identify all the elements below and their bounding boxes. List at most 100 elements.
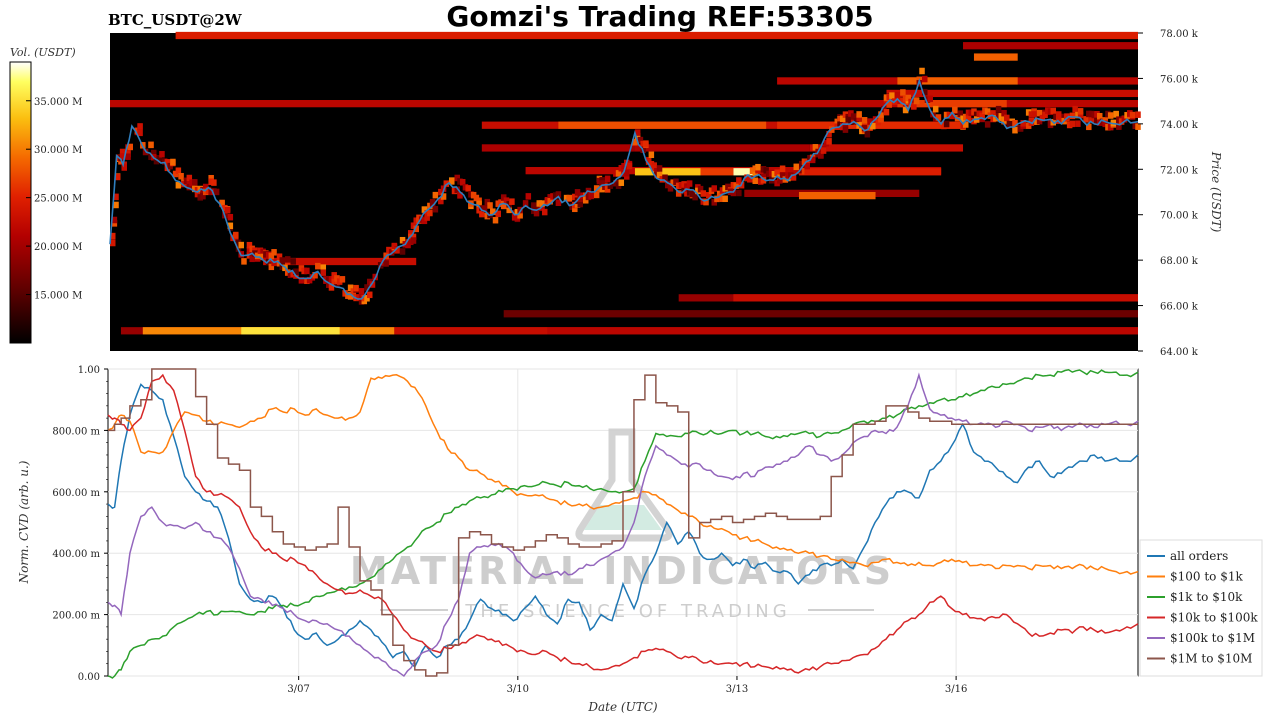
liquidity-band <box>634 168 701 176</box>
hot-cell <box>577 200 584 208</box>
hot-cell <box>618 179 625 186</box>
hot-cell <box>211 179 217 186</box>
legend-box <box>1139 539 1263 677</box>
hot-cell <box>440 193 447 200</box>
liquidity-band <box>897 100 1007 108</box>
hot-cell <box>421 206 428 213</box>
flask-icon <box>575 428 673 542</box>
hot-cell <box>175 182 182 189</box>
colorbar-tick-label: 25.000 M <box>34 194 82 205</box>
hot-cell <box>533 209 540 217</box>
colorbar-ticks: 35.000 M 30.000 M 25.000 M 20.000 M 15.000 M <box>26 97 82 302</box>
cvd-y-tick-label: 0.00 <box>78 672 100 683</box>
liquidity-band <box>897 77 1018 85</box>
legend-entry: $1k to $10k <box>1170 590 1243 604</box>
cvd-axis-label: Norm. CVD (arb. u.) <box>17 460 31 584</box>
hot-cell <box>438 197 444 205</box>
hot-cell <box>164 159 171 166</box>
chart-title: Gomzi's Trading REF:53305 <box>446 0 873 33</box>
hot-cell <box>864 130 871 138</box>
hot-cell <box>607 182 614 189</box>
hot-cell <box>1135 123 1141 130</box>
hot-cell <box>479 210 485 218</box>
liquidity-band <box>733 294 1138 302</box>
price-tick-label: 78.00 k <box>1160 29 1199 40</box>
hot-cell <box>793 163 800 171</box>
hot-cell <box>755 163 761 171</box>
hot-cell <box>889 92 895 99</box>
hot-cell <box>148 141 154 149</box>
hot-cell <box>290 258 296 265</box>
hot-cell <box>465 185 471 192</box>
hot-cell <box>525 193 532 200</box>
hot-cell <box>500 202 507 210</box>
cvd-y-tick-label: 600.00 m <box>52 488 100 499</box>
hot-cell <box>574 189 581 196</box>
colorbar-label: Vol. (USDT) <box>10 46 76 59</box>
hot-cell <box>736 189 742 197</box>
hot-cell <box>1069 120 1076 128</box>
hot-cell <box>1001 109 1007 117</box>
hot-cell <box>427 209 433 217</box>
cvd-x-tick-label: 3/16 <box>945 684 967 695</box>
hot-cell <box>227 213 234 221</box>
hot-cell <box>1077 111 1084 119</box>
heatmap-bands <box>110 31 1139 335</box>
hot-cell <box>648 151 655 159</box>
watermark-brand: MATERIAL INDICATORS <box>350 549 894 593</box>
hot-cell <box>818 152 824 159</box>
hot-cell <box>779 165 786 173</box>
hot-cell <box>804 167 810 175</box>
hot-cell <box>779 172 786 179</box>
hot-cell <box>878 116 884 123</box>
hot-cell <box>747 176 753 183</box>
hot-cell <box>312 271 318 279</box>
hot-cell <box>137 129 143 137</box>
hot-cell <box>804 162 810 170</box>
cvd-x-tick-label: 3/13 <box>726 684 748 695</box>
hot-cell <box>1121 116 1128 123</box>
hot-cell <box>957 110 964 117</box>
hot-cell <box>481 205 488 212</box>
hot-cell <box>621 162 627 170</box>
liquidity-band <box>547 327 1138 335</box>
hot-cell <box>1072 105 1078 113</box>
liquidity-band <box>809 144 964 152</box>
liquidity-band <box>175 31 1139 40</box>
hot-cell <box>1042 111 1048 119</box>
hot-cell <box>208 174 214 182</box>
hot-cell <box>913 97 920 105</box>
hot-cell <box>572 193 578 201</box>
pair-label: BTC_USDT@2W <box>108 11 243 29</box>
hot-cell <box>119 153 126 160</box>
hot-cell <box>979 112 985 120</box>
hot-cell <box>1055 111 1062 118</box>
hot-cell <box>347 284 354 292</box>
liquidity-band <box>963 42 1138 50</box>
liquidity-band <box>700 168 734 176</box>
hot-cell <box>394 247 400 254</box>
cvd-line--1k-to-10k <box>107 369 1139 679</box>
hot-cell <box>241 258 247 265</box>
price-tick-label: 72.00 k <box>1160 165 1199 176</box>
hot-cell <box>856 114 862 122</box>
hot-cell <box>111 216 118 224</box>
hot-cell <box>547 198 553 205</box>
hot-cell <box>626 162 633 170</box>
watermark: MATERIAL INDICATORS THE SCIENCE OF TRADI… <box>350 428 894 622</box>
hot-cell <box>725 183 731 191</box>
hot-cell <box>593 185 600 192</box>
hot-cell <box>1102 117 1108 124</box>
hot-cell <box>839 115 846 122</box>
hot-cell <box>304 267 310 275</box>
hot-cell <box>867 118 873 125</box>
hot-cell <box>582 197 589 204</box>
hot-cell <box>643 140 649 147</box>
cvd-series <box>107 368 1139 679</box>
liquidity-band <box>798 168 942 176</box>
hot-cell <box>192 179 198 186</box>
hot-cell <box>604 175 611 183</box>
cvd-line--100-to-1k <box>107 374 1139 575</box>
hot-cell <box>949 112 955 120</box>
